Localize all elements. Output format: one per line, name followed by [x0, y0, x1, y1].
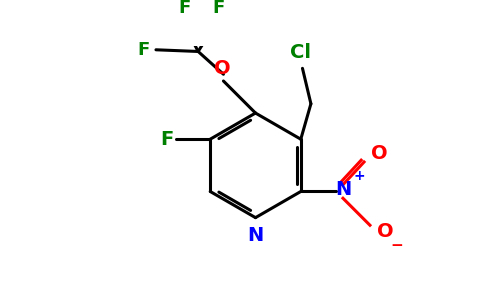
- Text: +: +: [353, 169, 365, 183]
- Text: N: N: [336, 180, 352, 199]
- Text: −: −: [390, 238, 403, 253]
- Text: F: F: [212, 0, 225, 17]
- Text: F: F: [179, 0, 191, 17]
- Text: F: F: [137, 41, 149, 59]
- Text: O: O: [214, 59, 231, 79]
- Text: N: N: [247, 226, 264, 245]
- Text: F: F: [160, 130, 173, 149]
- Text: O: O: [377, 222, 393, 241]
- Text: Cl: Cl: [290, 43, 311, 61]
- Text: O: O: [371, 144, 387, 163]
